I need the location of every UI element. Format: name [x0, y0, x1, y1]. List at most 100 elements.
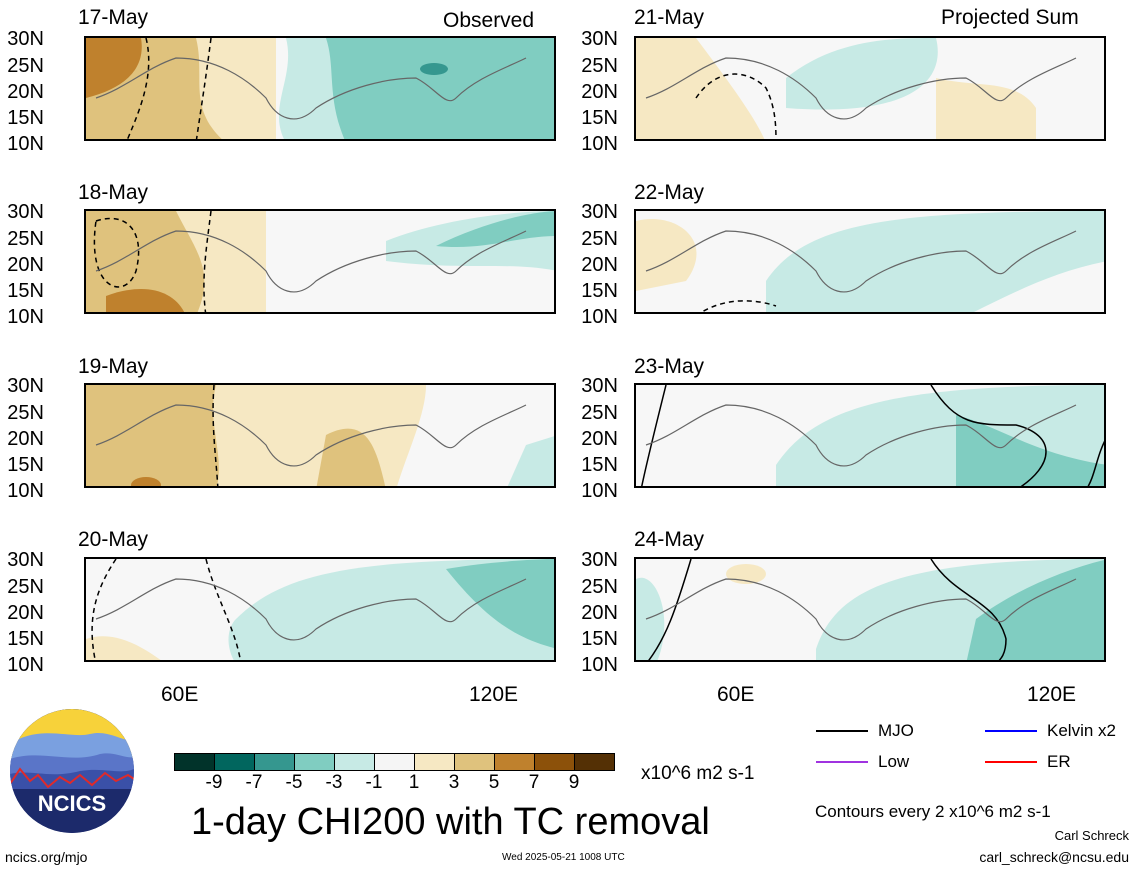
header-projected-sum: Projected Sum: [941, 6, 1079, 29]
lat-20n-p3: 20N: [7, 428, 44, 450]
map-panel-20may: [84, 557, 556, 662]
lat-30n-r4: 30N: [581, 549, 618, 571]
date-label-24may: 24-May: [634, 528, 705, 551]
map-panel-23may: [634, 383, 1106, 488]
lon-120e-left: 120E: [469, 683, 519, 706]
legend-line-low: [816, 761, 868, 763]
colorbar-label: 5: [488, 772, 500, 793]
lat-25n-r3: 25N: [581, 402, 618, 424]
lat-15n-p3: 15N: [7, 454, 44, 476]
colorbar-swatch: [374, 753, 415, 771]
lat-25n-p2: 25N: [7, 228, 44, 250]
lat-10n-p3: 10N: [7, 480, 44, 502]
author-email: carl_schreck@ncsu.edu: [979, 849, 1129, 865]
date-label-20may: 20-May: [78, 528, 149, 551]
legend-label-low: Low: [878, 752, 910, 771]
lat-30n-p2: 30N: [7, 201, 44, 223]
legend-label-kelvin: Kelvin x2: [1047, 721, 1116, 740]
lat-25n-r2: 25N: [581, 228, 618, 250]
contours-note: Contours every 2 x10^6 m2 s-1: [815, 802, 1051, 821]
colorbar-swatch: [334, 753, 375, 771]
map-panel-24may: [634, 557, 1106, 662]
legend-label-er: ER: [1047, 752, 1071, 771]
lat-30n-r2: 30N: [581, 201, 618, 223]
header-observed: Observed: [443, 9, 535, 32]
colorbar-label: 9: [568, 772, 580, 793]
date-label-17may: 17-May: [78, 6, 149, 29]
colorbar-swatch: [534, 753, 575, 771]
lat-20n-r2: 20N: [581, 254, 618, 276]
colorbar-label: -9: [205, 772, 223, 793]
figure-title: 1-day CHI200 with TC removal: [191, 801, 710, 843]
colorbar-swatch: [294, 753, 335, 771]
legend-line-er: [985, 761, 1037, 763]
lon-60e-left: 60E: [161, 683, 199, 706]
colorbar-label: 3: [448, 772, 460, 793]
lat-10n-r4: 10N: [581, 654, 618, 676]
lat-20n-p2: 20N: [7, 254, 44, 276]
colorbar-label: 1: [408, 772, 420, 793]
map-panel-17may: [84, 36, 556, 141]
colorbar-label: -7: [245, 772, 263, 793]
colorbar-label: -1: [365, 772, 383, 793]
lat-10n-p4: 10N: [7, 654, 44, 676]
lat-20n-p4: 20N: [7, 602, 44, 624]
colorbar-units: x10^6 m2 s-1: [641, 763, 755, 784]
lat-20n-p1: 20N: [7, 81, 44, 103]
colorbar-swatch: [574, 753, 615, 771]
lat-15n-r4: 15N: [581, 628, 618, 650]
lat-25n-p1: 25N: [7, 55, 44, 77]
lat-25n-r1: 25N: [581, 55, 618, 77]
lat-30n-p1: 30N: [7, 28, 44, 50]
date-label-18may: 18-May: [78, 181, 149, 204]
lat-15n-p2: 15N: [7, 280, 44, 302]
timestamp: Wed 2025-05-21 1008 UTC: [502, 852, 625, 863]
colorbar-swatch: [414, 753, 455, 771]
legend-label-mjo: MJO: [878, 721, 914, 740]
map-panel-22may: [634, 209, 1106, 314]
lat-10n-r2: 10N: [581, 306, 618, 328]
date-label-21may: 21-May: [634, 6, 705, 29]
colorbar-swatch: [174, 753, 215, 771]
lat-15n-p1: 15N: [7, 107, 44, 129]
lat-30n-p3: 30N: [7, 375, 44, 397]
lat-25n-r4: 25N: [581, 576, 618, 598]
lat-30n-p4: 30N: [7, 549, 44, 571]
author-name: Carl Schreck: [1054, 828, 1129, 843]
date-label-19may: 19-May: [78, 355, 149, 378]
lat-20n-r1: 20N: [581, 81, 618, 103]
lat-10n-r1: 10N: [581, 133, 618, 155]
website-link[interactable]: ncics.org/mjo: [5, 849, 88, 865]
lat-15n-r1: 15N: [581, 107, 618, 129]
lat-10n-p1: 10N: [7, 133, 44, 155]
lat-15n-p4: 15N: [7, 628, 44, 650]
lat-10n-r3: 10N: [581, 480, 618, 502]
lat-25n-p3: 25N: [7, 402, 44, 424]
lat-30n-r3: 30N: [581, 375, 618, 397]
lat-15n-r2: 15N: [581, 280, 618, 302]
lat-15n-r3: 15N: [581, 454, 618, 476]
colorbar-label: -3: [325, 772, 343, 793]
colorbar-swatch: [254, 753, 295, 771]
ncics-logo: NCICS: [10, 709, 134, 833]
lat-25n-p4: 25N: [7, 576, 44, 598]
lon-60e-right: 60E: [717, 683, 755, 706]
date-label-22may: 22-May: [634, 181, 705, 204]
colorbar-swatch: [494, 753, 535, 771]
lat-30n-r1: 30N: [581, 28, 618, 50]
legend-line-kelvin: [985, 730, 1037, 732]
colorbar: [174, 753, 615, 771]
colorbar-swatch: [454, 753, 495, 771]
lat-20n-r3: 20N: [581, 428, 618, 450]
map-panel-21may: [634, 36, 1106, 141]
map-panel-19may: [84, 383, 556, 488]
lon-120e-right: 120E: [1027, 683, 1077, 706]
logo-text: NCICS: [37, 791, 107, 816]
legend-line-mjo: [816, 730, 868, 732]
colorbar-swatch: [214, 753, 255, 771]
colorbar-label: 7: [528, 772, 540, 793]
lat-10n-p2: 10N: [7, 306, 44, 328]
map-panel-18may: [84, 209, 556, 314]
lat-20n-r4: 20N: [581, 602, 618, 624]
colorbar-label: -5: [285, 772, 303, 793]
